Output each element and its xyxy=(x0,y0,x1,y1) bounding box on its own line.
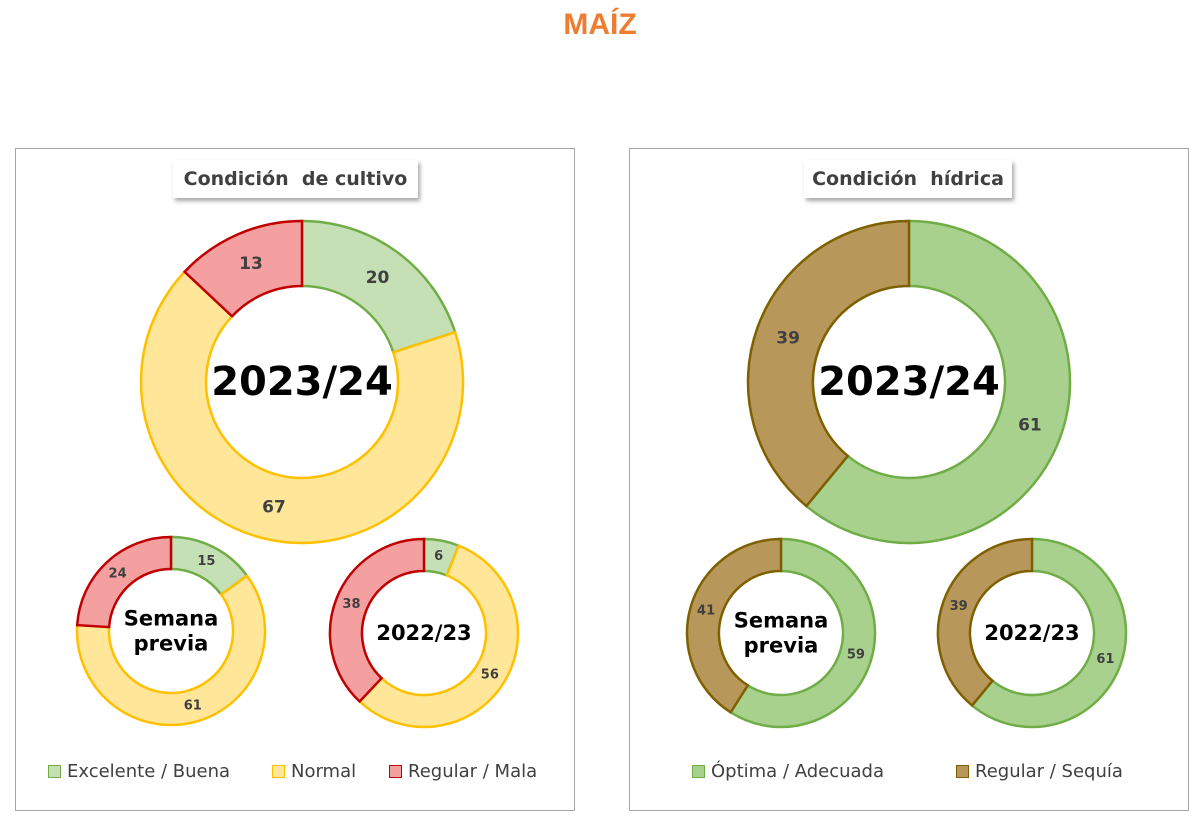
legend-item-optima-adecuada: Óptima / Adecuada xyxy=(692,761,884,782)
donut-2-value-label-normal: 56 xyxy=(481,667,499,682)
donut-4-slice-regular-sequia xyxy=(685,537,783,715)
page-title: MAÍZ xyxy=(563,8,637,41)
crop-condition-panel: Condición de cultivo 20 67 13 2023/24 15 61 24… xyxy=(15,148,575,811)
legend-swatch-optima-adecuada xyxy=(692,765,705,778)
legend-swatch-normal xyxy=(272,765,285,778)
legend-item-regular-mala: Regular / Mala xyxy=(389,761,537,782)
legend-item-excelente-buena: Excelente / Buena xyxy=(48,761,230,782)
donut-4-value-label-regular-sequia: 41 xyxy=(697,604,715,619)
donut-2-value-label-regular-mala: 38 xyxy=(342,597,360,612)
donut-5-center-label: 2022/23 xyxy=(984,621,1079,645)
crop-condition-title: Condición de cultivo xyxy=(173,160,418,198)
donut-0-value-label-excelente-buena: 20 xyxy=(366,268,390,288)
donut-0-slice-normal xyxy=(139,270,465,545)
donut-1-center-label: Semana previa xyxy=(124,606,219,655)
water-condition-legend: Óptima / Adecuada Regular / Sequía xyxy=(630,761,1188,791)
donut-5-value-label-regular-sequia: 39 xyxy=(950,599,968,614)
legend-item-regular-sequia: Regular / Sequía xyxy=(956,761,1123,782)
donut-2-center-label: 2022/23 xyxy=(376,621,471,645)
donut-4-slice-optima-adecuada xyxy=(728,537,877,729)
legend-swatch-excelente-buena xyxy=(48,765,61,778)
donut-3-value-label-optima-adecuada: 61 xyxy=(1018,416,1042,436)
donut-4-value-label-optima-adecuada: 59 xyxy=(847,647,865,662)
legend-label-excelente-buena: Excelente / Buena xyxy=(67,761,231,782)
water-condition-charts: 61 39 2023/24 59 41 Semana previa 61 39 2022/23 xyxy=(685,219,1128,729)
donut-3-center-label: 2023/24 xyxy=(818,359,1000,405)
donut-5-slice-optima-adecuada xyxy=(970,537,1128,729)
legend-label-regular-sequia: Regular / Sequía xyxy=(975,761,1123,782)
donut-0-slice-excelente-buena xyxy=(300,219,457,354)
donut-1-value-label-excelente-buena: 15 xyxy=(197,554,215,569)
water-condition-title: Condición hídrica xyxy=(804,160,1012,198)
legend-label-regular-mala: Regular / Mala xyxy=(408,761,538,782)
crop-condition-charts: 20 67 13 2023/24 15 61 24 Semana previa 6 56 38 2022… xyxy=(75,219,520,729)
donut-3-value-label-regular-sequia: 39 xyxy=(776,328,800,348)
donut-2-slice-regular-mala xyxy=(328,537,426,704)
donut-1-value-label-regular-mala: 24 xyxy=(109,567,127,582)
donut-3-slice-regular-sequia xyxy=(746,219,911,508)
donut-0-value-label-regular-mala: 13 xyxy=(239,254,263,274)
legend-swatch-regular-mala xyxy=(389,765,402,778)
donut-3-slice-optima-adecuada xyxy=(804,219,1072,545)
donut-2-value-label-excelente-buena: 6 xyxy=(434,549,443,564)
donut-0-value-label-normal: 67 xyxy=(262,497,286,517)
donut-4-center-label: Semana previa xyxy=(734,608,829,657)
donut-5-value-label-optima-adecuada: 61 xyxy=(1096,652,1114,667)
donut-1-slice-normal xyxy=(75,574,267,727)
legend-item-normal: Normal xyxy=(272,761,356,782)
donut-1-value-label-normal: 61 xyxy=(184,698,202,713)
legend-swatch-regular-sequia xyxy=(956,765,969,778)
water-condition-panel: Condición hídrica 61 39 2023/24 59 41 Semana p… xyxy=(629,148,1189,811)
crop-condition-legend: Excelente / Buena Normal Regular / Mala xyxy=(16,761,574,791)
donut-2-slice-normal xyxy=(357,543,520,729)
donut-0-slice-regular-mala xyxy=(182,219,304,319)
donut-5-slice-regular-sequia xyxy=(936,537,1034,708)
donut-0-center-label: 2023/24 xyxy=(211,359,393,405)
legend-label-optima-adecuada: Óptima / Adecuada xyxy=(711,761,885,782)
legend-label-normal: Normal xyxy=(291,761,357,782)
donut-1-slice-regular-mala xyxy=(75,535,173,629)
